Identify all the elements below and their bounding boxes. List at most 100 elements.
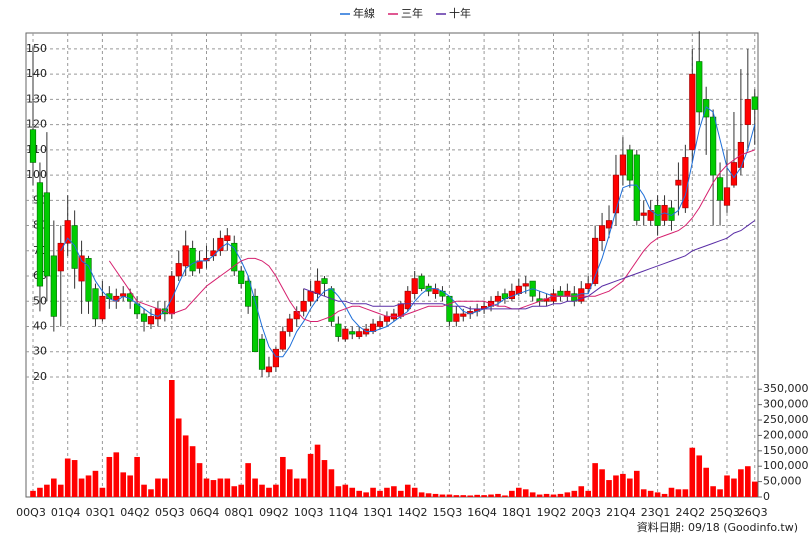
candle-body [723, 187, 731, 206]
candle-body [272, 348, 280, 368]
volume-bar [571, 490, 578, 497]
volume-bar [550, 494, 557, 497]
candle-body [78, 255, 85, 282]
y-tick-label: 30 [33, 345, 47, 358]
volume-bar [141, 484, 147, 497]
y-tick-label: 100 [26, 168, 47, 181]
x-tick-label: 25Q3 [710, 506, 740, 519]
x-tick-label: 24Q2 [675, 506, 705, 519]
candle-body [335, 323, 342, 337]
volume-bar [175, 418, 182, 497]
plot-area [25, 32, 759, 498]
candle-body [314, 280, 321, 294]
volume-bar [509, 490, 515, 497]
candle-body [71, 225, 78, 269]
x-tick-label: 09Q2 [259, 506, 289, 519]
x-tick-label: 13Q1 [363, 506, 393, 519]
candle-body [356, 331, 363, 337]
volume-bar [92, 470, 99, 497]
volume-bar [349, 487, 356, 497]
footnote: 資料日期: 09/18 (Goodinfo.tw) [637, 520, 798, 534]
candle-body [224, 235, 231, 241]
y-tick-label: 20 [33, 370, 47, 383]
candle-body [140, 313, 148, 322]
legend-label: 年線 [353, 6, 375, 20]
candle-body [383, 316, 391, 322]
candle-body [258, 338, 266, 370]
volume-bar [675, 489, 682, 497]
candle-body [557, 290, 564, 297]
volume-bar [411, 487, 418, 497]
candle-body [300, 300, 307, 312]
candle-body [321, 278, 328, 284]
x-tick-label: 14Q2 [398, 506, 428, 519]
volume-bar [522, 489, 529, 497]
candle-body [626, 149, 633, 181]
volume-bar [162, 478, 168, 497]
candle-body [64, 220, 71, 244]
candle-body [342, 328, 349, 340]
volume-bar [321, 460, 328, 497]
volume-bar [696, 455, 703, 497]
candle-body [598, 225, 606, 241]
volume-bar [731, 478, 737, 497]
volume-bar [328, 469, 335, 497]
candle-body [751, 96, 758, 110]
candle-body [418, 275, 425, 289]
candle-body [675, 179, 682, 186]
volume-bar [502, 495, 508, 497]
x-tick-label: 11Q4 [328, 506, 358, 519]
volume-bar [134, 456, 140, 497]
volume-bar [252, 478, 258, 497]
candle-body [439, 290, 446, 297]
volume-bar [238, 484, 244, 497]
candle-body [154, 308, 162, 320]
volume-bar [273, 484, 279, 497]
candle-body [522, 283, 529, 287]
volume-bar [99, 487, 106, 497]
candle-body [231, 242, 238, 272]
y2-tick-label: 100,000 [763, 459, 808, 472]
volume-bar [286, 469, 293, 497]
x-tick-label: 01Q4 [51, 506, 81, 519]
volume-bar [640, 489, 647, 497]
volume-bar [668, 487, 675, 497]
x-tick-label: 06Q4 [190, 506, 220, 519]
volume-bar [210, 480, 217, 497]
x-tick-label: 00Q3 [16, 506, 46, 519]
volume-bar [384, 487, 390, 497]
volume-bar [599, 469, 605, 497]
volume-bar [404, 484, 411, 497]
volume-bar [224, 478, 231, 497]
candle-body [238, 270, 245, 284]
y-tick-label: 40 [33, 319, 47, 332]
candle-body [349, 331, 356, 335]
candle-body [99, 295, 106, 320]
candle-body [36, 182, 44, 287]
volume-bar [439, 494, 446, 497]
volume-bar [127, 475, 133, 497]
volume-bar [460, 495, 467, 497]
volume-bar [661, 493, 668, 497]
candle-body [619, 154, 626, 176]
x-tick-label: 23Q1 [641, 506, 671, 519]
candle-body [57, 242, 64, 272]
volume-bar [453, 495, 460, 497]
volume-bar [37, 487, 43, 497]
ma-line [60, 106, 756, 358]
volume-bar [307, 453, 314, 497]
x-tick-label: 18Q1 [502, 506, 532, 519]
candle-body [744, 99, 751, 125]
x-tick-label: 10Q3 [294, 506, 324, 519]
legend-label: 十年 [449, 6, 471, 20]
ma-line [108, 149, 755, 322]
volume-bar [217, 478, 224, 497]
volume-bar [418, 492, 425, 497]
volume-bar [745, 466, 751, 497]
volume-bar [266, 487, 272, 497]
volume-bar [356, 490, 362, 497]
candle-body [494, 295, 502, 302]
x-tick-label: 08Q1 [224, 506, 254, 519]
volume-bar [724, 475, 730, 497]
volume-bar [536, 494, 543, 497]
